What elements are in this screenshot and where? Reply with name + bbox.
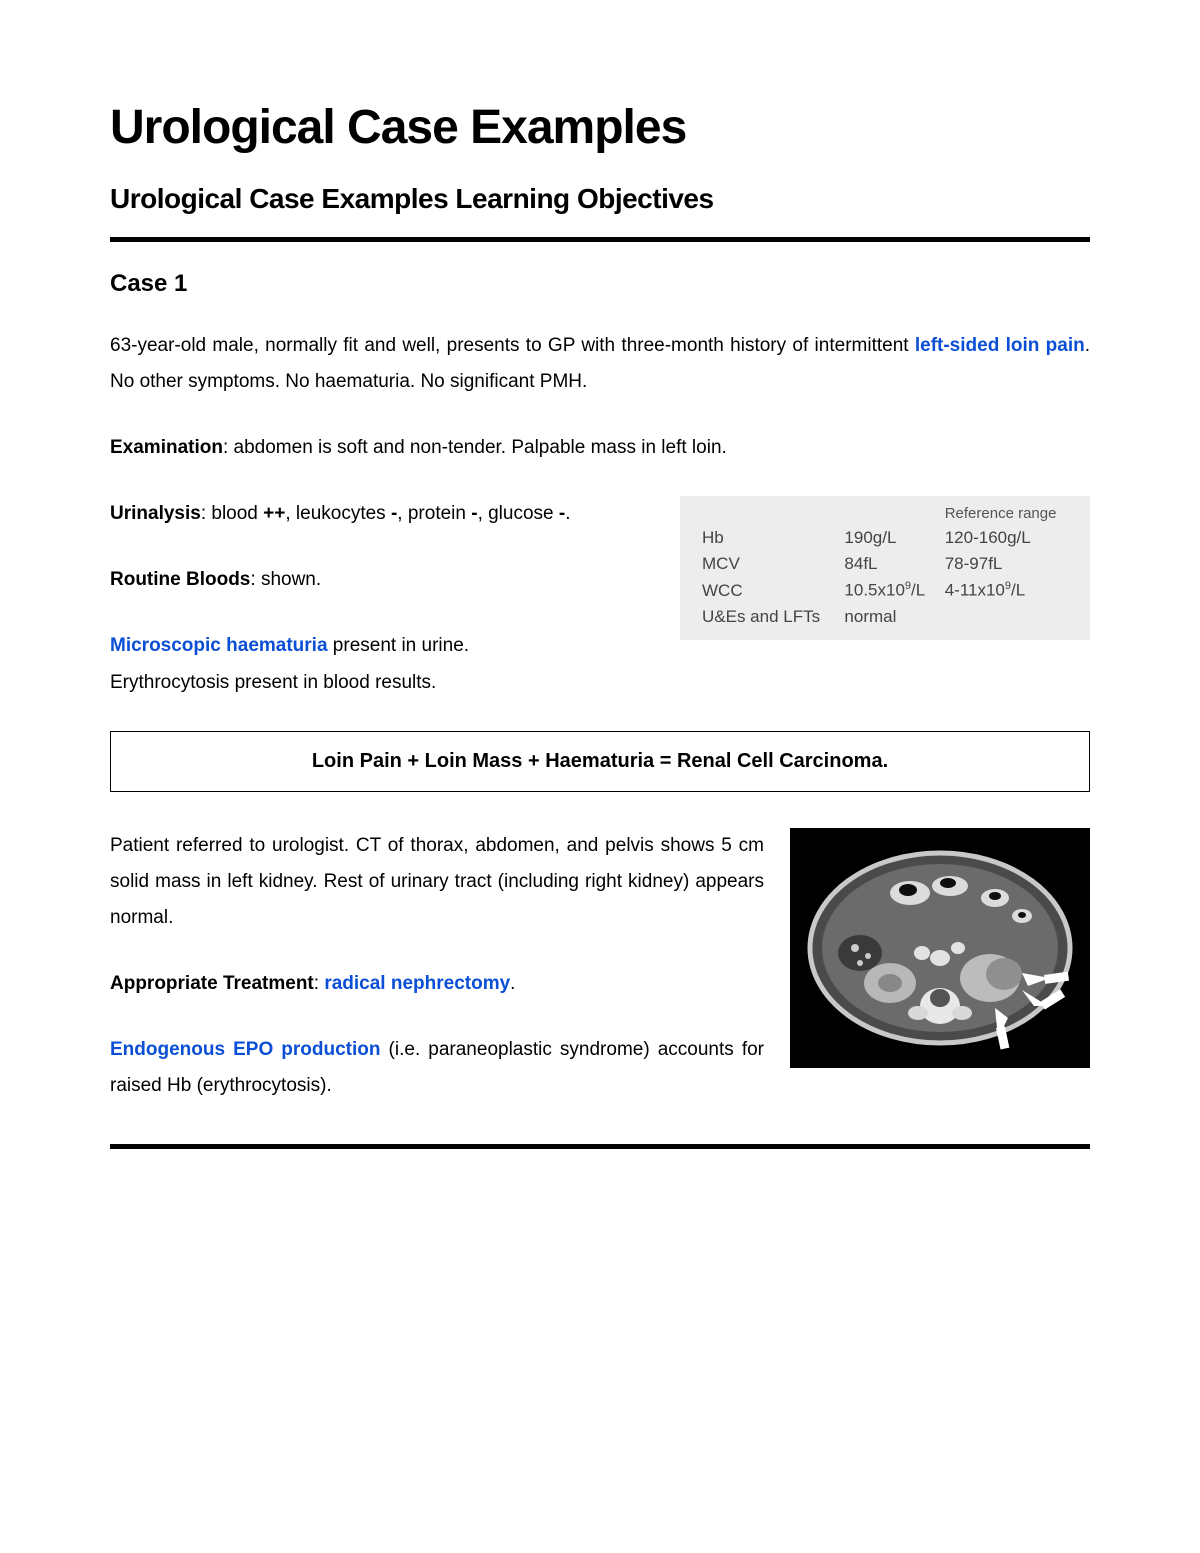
divider-bottom	[110, 1144, 1090, 1149]
urinalysis-label: Urinalysis	[110, 503, 201, 524]
examination-label: Examination	[110, 437, 223, 458]
routine-label: Routine Bloods	[110, 569, 250, 590]
treatment-label: Appropriate Treatment	[110, 973, 314, 994]
table-row: MCV 84fL 78-97fL	[698, 551, 1076, 577]
examination-text: : abdomen is soft and non-tender. Palpab…	[223, 437, 727, 458]
ct-scan-icon	[790, 828, 1090, 1068]
cell-name: U&Es and LFTs	[698, 604, 840, 630]
loin-pain-link[interactable]: left-sided loin pain	[915, 335, 1085, 356]
ref-header: Reference range	[941, 502, 1076, 525]
cell-ref	[941, 604, 1076, 630]
urinalysis-paragraph: Urinalysis: blood ++, leukocytes -, prot…	[110, 496, 660, 532]
bloods-row: Urinalysis: blood ++, leukocytes -, prot…	[110, 496, 1090, 700]
ct-scan-image	[790, 828, 1090, 1068]
examination-paragraph: Examination: abdomen is soft and non-ten…	[110, 430, 1090, 466]
case-heading: Case 1	[110, 270, 1090, 298]
cell-ref: 78-97fL	[941, 551, 1076, 577]
ct-paragraph: Patient referred to urologist. CT of tho…	[110, 828, 764, 936]
divider-top	[110, 237, 1090, 242]
treat-dot: .	[510, 973, 515, 994]
cell-ref: 4-11x109/L	[941, 577, 1076, 604]
diagnosis-callout: Loin Pain + Loin Mass + Haematuria = Ren…	[110, 731, 1090, 792]
cell-ref: 120-160g/L	[941, 525, 1076, 551]
table-row: Reference range	[698, 502, 1076, 525]
cell-name: Hb	[698, 525, 840, 551]
table-row: Hb 190g/L 120-160g/L	[698, 525, 1076, 551]
ur-e: .	[565, 503, 570, 524]
erythrocytosis-line: Erythrocytosis present in blood results.	[110, 665, 660, 701]
ct-row: Patient referred to urologist. CT of tho…	[110, 828, 1090, 1115]
bloods-table: Reference range Hb 190g/L 120-160g/L MCV…	[680, 496, 1090, 640]
microscopic-haematuria-link[interactable]: Microscopic haematuria	[110, 635, 328, 656]
ur-b: , leukocytes	[285, 503, 391, 524]
routine-bloods-paragraph: Routine Bloods: shown.	[110, 562, 660, 598]
callout-dot: .	[883, 750, 889, 772]
intro-text-a: 63-year-old male, normally fit and well,…	[110, 335, 915, 356]
epo-link[interactable]: Endogenous EPO production	[110, 1039, 381, 1060]
page-title: Urological Case Examples	[110, 100, 1090, 155]
treat-colon: :	[314, 973, 325, 994]
table-row: U&Es and LFTs normal	[698, 604, 1076, 630]
treatment-paragraph: Appropriate Treatment: radical nephrecto…	[110, 966, 764, 1002]
cell-name: WCC	[698, 577, 840, 604]
cell-val: 10.5x109/L	[840, 577, 940, 604]
micro-haematuria-line: Microscopic haematuria present in urine.	[110, 628, 660, 664]
cell-name: MCV	[698, 551, 840, 577]
table-row: WCC 10.5x109/L 4-11x109/L	[698, 577, 1076, 604]
ur-a: : blood	[201, 503, 263, 524]
ur-plus: ++	[263, 503, 285, 524]
page-subtitle: Urological Case Examples Learning Object…	[110, 183, 1090, 215]
routine-text: : shown.	[250, 569, 321, 590]
epo-paragraph: Endogenous EPO production (i.e. paraneop…	[110, 1032, 764, 1104]
callout-text: Loin Pain + Loin Mass + Haematuria = Ren…	[312, 750, 883, 772]
micro-text: present in urine.	[328, 635, 470, 656]
cell-val: 190g/L	[840, 525, 940, 551]
intro-paragraph: 63-year-old male, normally fit and well,…	[110, 328, 1090, 400]
cell-val: 84fL	[840, 551, 940, 577]
cell-val: normal	[840, 604, 940, 630]
ur-c: , protein	[397, 503, 471, 524]
nephrectomy-link[interactable]: radical nephrectomy	[324, 973, 510, 994]
ur-d: , glucose	[478, 503, 559, 524]
